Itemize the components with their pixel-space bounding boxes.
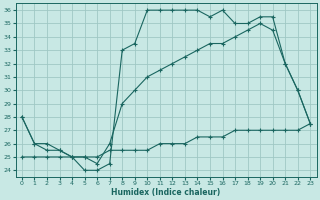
X-axis label: Humidex (Indice chaleur): Humidex (Indice chaleur)	[111, 188, 221, 197]
